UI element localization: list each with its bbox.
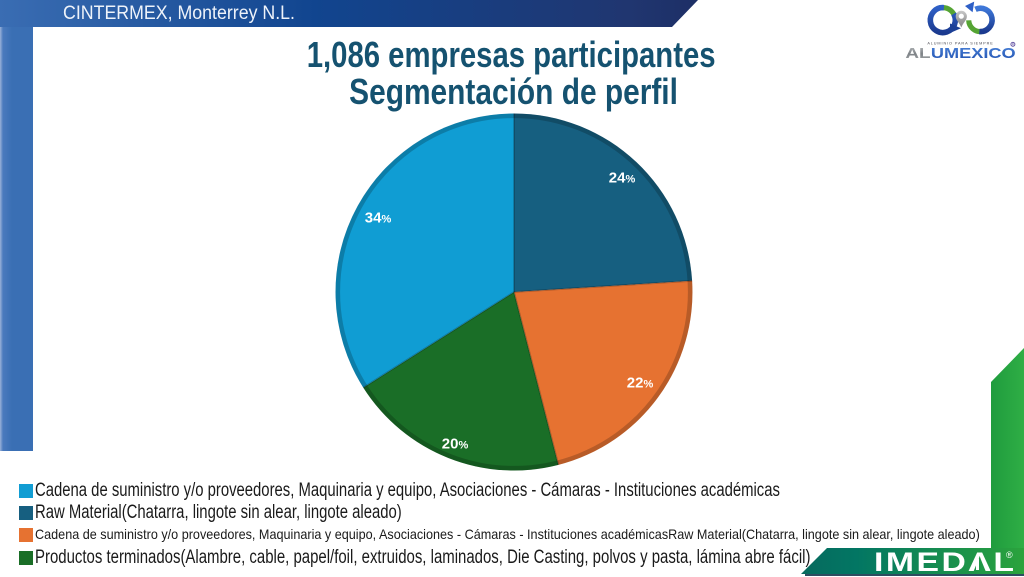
svg-text:AL: AL	[905, 45, 930, 62]
svg-text:ALUMINIO PARA SIEMPRE: ALUMINIO PARA SIEMPRE	[927, 42, 993, 46]
svg-text:R: R	[1012, 43, 1015, 47]
svg-text:UMEXICO: UMEXICO	[931, 45, 1016, 62]
